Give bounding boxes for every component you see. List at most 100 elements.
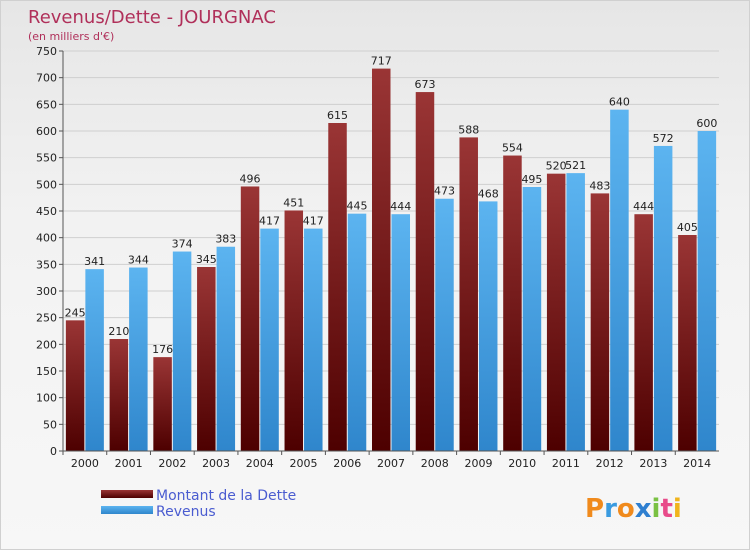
x-axis: 2000 2001 2002 2003 2004 2005 2006 2007 2008 2009… <box>62 450 719 470</box>
x-tick-label: 2008 <box>421 457 449 470</box>
legend: Montant de la Dette Revenus <box>101 488 296 520</box>
value-label-dette-2006: 615 <box>327 109 348 122</box>
value-label-revenus-2012: 640 <box>609 96 630 109</box>
value-label-dette-2003: 345 <box>196 253 217 266</box>
bar-revenus-2011 <box>566 173 585 451</box>
bar-dette-2013 <box>634 214 653 451</box>
y-tick-label: 150 <box>36 365 57 378</box>
bar-revenus-2012 <box>610 109 629 452</box>
y-tick-label: 300 <box>36 285 57 298</box>
y-tick-label: 50 <box>43 418 57 431</box>
value-label-revenus-2013: 572 <box>653 132 674 145</box>
y-axis: 0 50 100 150 200 250 300 350 400 450 500 550 600 650 7… <box>36 45 64 458</box>
value-label-dette-2001: 210 <box>108 325 129 338</box>
bar-dette-2010 <box>503 155 522 452</box>
bar-dette-2012 <box>590 193 610 451</box>
y-tick-label: 600 <box>36 125 57 138</box>
value-label-dette-2005: 451 <box>283 196 304 209</box>
bar-revenus-2001 <box>129 267 148 451</box>
bar-dette-2014 <box>678 235 697 451</box>
bar-revenus-2004 <box>260 228 279 451</box>
y-tick-label: 250 <box>36 312 57 325</box>
y-tick-label: 750 <box>36 45 57 58</box>
x-tick-label: 2006 <box>333 457 361 470</box>
x-tick-label: 2009 <box>464 457 492 470</box>
y-tick-label: 400 <box>36 232 57 245</box>
bar-revenus-2014 <box>697 131 717 451</box>
x-tick-label: 2001 <box>115 457 143 470</box>
bar-dette-2000 <box>65 320 85 451</box>
bar-dette-2001 <box>109 339 129 451</box>
value-label-revenus-2000: 341 <box>84 255 105 268</box>
svg-text:Proxiti: Proxiti <box>585 494 682 524</box>
bar-dette-2009 <box>459 137 478 451</box>
bar-revenus-2005 <box>304 228 323 451</box>
bar-dette-2004 <box>240 186 260 451</box>
y-tick-label: 350 <box>36 258 57 271</box>
chart-title: Revenus/Dette - JOURGNAC <box>28 7 276 28</box>
legend-swatch-revenus <box>101 506 153 514</box>
value-label-dette-2012: 483 <box>589 179 610 192</box>
value-label-revenus-2010: 495 <box>521 173 542 186</box>
bar-revenus-2002 <box>172 251 192 451</box>
value-label-revenus-2014: 600 <box>696 117 717 130</box>
value-label-revenus-2009: 468 <box>478 187 499 200</box>
value-label-dette-2008: 673 <box>414 78 435 91</box>
x-tick-label: 2014 <box>683 457 711 470</box>
y-tick-label: 0 <box>50 445 57 458</box>
bar-dette-2011 <box>546 173 566 451</box>
proxiti-logo: Proxiti <box>585 494 682 524</box>
bar-revenus-2010 <box>522 187 542 451</box>
x-tick-label: 2004 <box>246 457 274 470</box>
legend-label-dette: Montant de la Dette <box>156 488 296 504</box>
value-label-revenus-2006: 445 <box>347 200 368 213</box>
x-tick-label: 2010 <box>508 457 536 470</box>
value-label-revenus-2005: 417 <box>303 215 324 228</box>
bar-dette-2003 <box>197 267 216 451</box>
bar-revenus-2008 <box>435 198 454 451</box>
value-label-revenus-2001: 344 <box>128 254 149 267</box>
bar-revenus-2007 <box>391 214 410 451</box>
value-label-revenus-2003: 383 <box>215 233 236 246</box>
value-label-dette-2009: 588 <box>458 123 479 136</box>
y-tick-label: 200 <box>36 338 57 351</box>
x-tick-label: 2012 <box>596 457 624 470</box>
y-tick-label: 450 <box>36 205 57 218</box>
bar-revenus-2013 <box>653 145 673 451</box>
x-tick-label: 2002 <box>158 457 186 470</box>
y-tick-label: 500 <box>36 178 57 191</box>
y-tick-label: 550 <box>36 152 57 165</box>
bar-revenus-2003 <box>216 246 236 451</box>
value-label-dette-2002: 176 <box>152 343 173 356</box>
x-tick-label: 2011 <box>552 457 580 470</box>
legend-swatch-dette <box>101 490 153 498</box>
bar-revenus-2000 <box>85 269 104 451</box>
x-tick-label: 2003 <box>202 457 230 470</box>
value-label-dette-2007: 717 <box>371 55 392 68</box>
x-tick-label: 2005 <box>290 457 318 470</box>
bars: 2453412103441763743453834964174514176154… <box>65 55 717 452</box>
y-tick-label: 100 <box>36 392 57 405</box>
value-label-revenus-2002: 374 <box>172 238 193 251</box>
y-tick-label: 650 <box>36 98 57 111</box>
bar-dette-2008 <box>415 92 435 452</box>
value-label-revenus-2011: 521 <box>565 159 586 172</box>
x-tick-label: 2000 <box>71 457 99 470</box>
y-tick-label: 700 <box>36 72 57 85</box>
bar-dette-2002 <box>153 357 172 451</box>
bar-dette-2005 <box>284 210 304 451</box>
value-label-revenus-2008: 473 <box>434 185 455 198</box>
x-tick-label: 2007 <box>377 457 405 470</box>
bar-dette-2006 <box>328 123 347 451</box>
bar-dette-2007 <box>372 68 391 451</box>
chart-subtitle: (en milliers d'€) <box>28 30 114 43</box>
value-label-dette-2014: 405 <box>677 221 698 234</box>
value-label-dette-2010: 554 <box>502 142 523 155</box>
grid <box>63 50 719 452</box>
legend-label-revenus: Revenus <box>156 504 216 520</box>
value-label-revenus-2007: 444 <box>390 200 411 213</box>
value-label-dette-2004: 496 <box>240 172 261 185</box>
bar-revenus-2006 <box>347 213 367 451</box>
